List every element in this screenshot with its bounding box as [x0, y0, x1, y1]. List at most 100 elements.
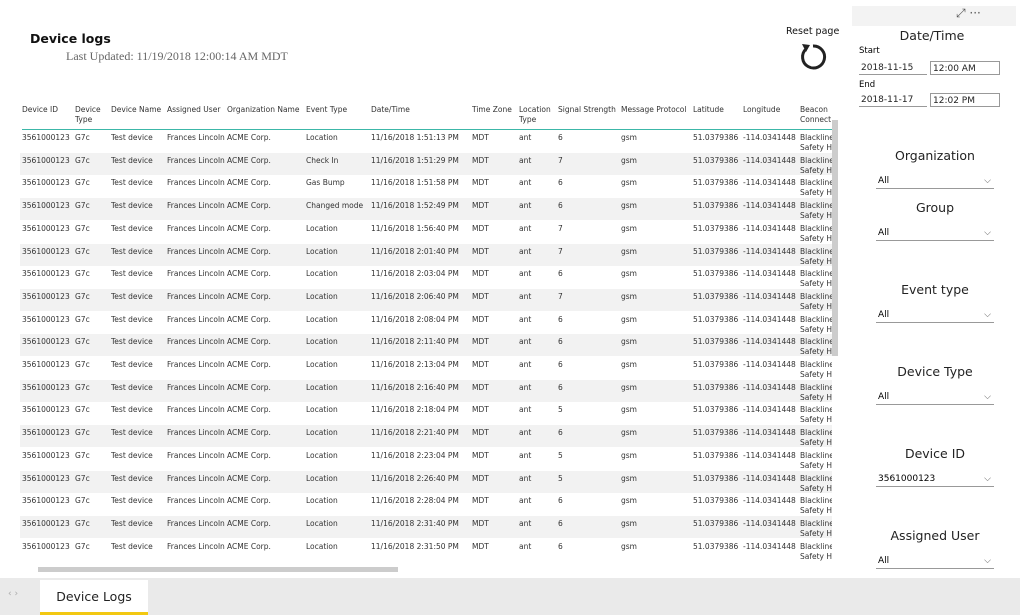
cell: -114.0341448	[743, 337, 796, 347]
cell: 6	[558, 496, 563, 506]
cell: 11/16/2018 2:01:40 PM	[371, 246, 459, 256]
cell: 6	[558, 337, 563, 347]
cell: Blackline Safety H	[800, 405, 832, 425]
slicer-dropdown[interactable]: 3561000123 ⌵	[876, 471, 994, 487]
cell: gsm	[621, 178, 637, 188]
cell: ACME Corp.	[227, 246, 271, 256]
cell: 11/16/2018 2:31:40 PM	[371, 518, 459, 528]
chevron[interactable]: ⌵	[984, 176, 991, 186]
cell: ant	[519, 314, 532, 324]
cell: Location	[306, 337, 338, 347]
cell: G7c	[75, 405, 90, 415]
tab-nav[interactable]: ‹ ›	[8, 589, 19, 599]
chevron[interactable]: ⌵	[984, 228, 991, 238]
cell: Blackline Safety H	[800, 360, 832, 379]
cell: ant	[519, 155, 532, 165]
cell: -114.0341448	[743, 269, 796, 279]
slicer-dropdown[interactable]: All ⌵	[876, 553, 994, 569]
chevron[interactable]: ⌵	[984, 310, 991, 320]
cell: Location	[306, 246, 338, 256]
cell: Test device	[111, 178, 153, 188]
cell: G7c	[75, 291, 90, 301]
cell: G7c	[75, 133, 90, 142]
slicer-dropdown[interactable]: All ⌵	[876, 225, 994, 241]
cell: gsm	[621, 314, 637, 324]
cell: 11/16/2018 2:08:04 PM	[371, 314, 459, 324]
chevron[interactable]: ⌵	[984, 474, 991, 484]
column-header: Device Name	[111, 105, 162, 114]
cell: Test device	[111, 291, 153, 301]
column-header: Location Type	[519, 105, 551, 124]
cell: ACME Corp.	[227, 541, 271, 551]
cell: G7c	[75, 178, 90, 188]
reset-label[interactable]: Reset page	[786, 26, 840, 37]
cell: ACME Corp.	[227, 314, 271, 324]
cell: Location	[306, 450, 338, 460]
v-scrollbar[interactable]	[832, 120, 838, 356]
tab[interactable]: Device Logs	[40, 580, 148, 615]
cell: gsm	[621, 269, 637, 279]
cell: ant	[519, 428, 532, 438]
cell: 5	[558, 473, 563, 483]
slicer-dropdown[interactable]: All ⌵	[876, 307, 994, 323]
column-header: Longitude	[743, 105, 781, 114]
cell: G7c	[75, 223, 90, 233]
cell: Check In	[306, 155, 339, 165]
cell: Test device	[111, 360, 153, 369]
cell: gsm	[621, 155, 637, 165]
cell: Test device	[111, 246, 153, 256]
cell: Frances Lincoln	[167, 496, 225, 506]
cell: -114.0341448	[743, 291, 796, 301]
cell: G7c	[75, 337, 90, 347]
cell: Test device	[111, 496, 153, 506]
cell: Frances Lincoln	[167, 314, 225, 324]
cell: ant	[519, 269, 532, 279]
cell: ACME Corp.	[227, 201, 271, 211]
cell: G7c	[75, 314, 90, 324]
cell: gsm	[621, 518, 637, 528]
cell: -114.0341448	[743, 246, 796, 256]
cell: 6	[558, 541, 563, 551]
reset-icon[interactable]	[797, 41, 829, 71]
table: Device ID Device Type Device Name Assigned …	[20, 105, 832, 561]
cell: ACME Corp.	[227, 223, 271, 233]
cell: Blackline Safety H	[800, 155, 832, 175]
cell: 3561000123	[22, 518, 70, 528]
cell: 51.0379386	[693, 450, 739, 460]
slicer-dropdown[interactable]: All ⌵	[876, 389, 994, 405]
cell: Frances Lincoln	[167, 360, 225, 369]
cell: Blackline Safety H	[800, 450, 832, 470]
cell: 11/16/2018 2:11:40 PM	[371, 337, 459, 347]
cell: Test device	[111, 314, 153, 324]
cell: 51.0379386	[693, 496, 739, 506]
cell: G7c	[75, 246, 90, 256]
end-time[interactable]: 12:02 PM	[930, 93, 1000, 107]
h-scrollbar[interactable]	[38, 567, 398, 572]
chevron[interactable]: ⌵	[984, 556, 991, 566]
end-date[interactable]: 2018-11-17	[859, 93, 927, 107]
cell: -114.0341448	[743, 178, 796, 188]
slicer-dropdown[interactable]: All ⌵	[876, 173, 994, 189]
chevron[interactable]: ⌵	[984, 392, 991, 402]
cell: 11/16/2018 1:52:49 PM	[371, 201, 459, 211]
start-time[interactable]: 12:00 AM	[930, 61, 1000, 75]
cell: ACME Corp.	[227, 382, 271, 392]
cell: 11/16/2018 2:26:40 PM	[371, 473, 459, 483]
cell: gsm	[621, 496, 637, 506]
focus-more-icons[interactable]: ⤢ ···	[956, 6, 981, 20]
cell: ACME Corp.	[227, 518, 271, 528]
cell: Blackline Safety H	[800, 178, 832, 198]
cell: Frances Lincoln	[167, 223, 225, 233]
cell: 6	[558, 133, 563, 142]
cell: 11/16/2018 2:06:40 PM	[371, 291, 459, 301]
cell: Frances Lincoln	[167, 428, 225, 438]
cell: 7	[558, 155, 563, 165]
cell: 3561000123	[22, 201, 70, 211]
cell: ACME Corp.	[227, 360, 271, 369]
start-date[interactable]: 2018-11-15	[859, 61, 927, 75]
cell: 51.0379386	[693, 518, 739, 528]
cell: 3561000123	[22, 314, 70, 324]
cell: Blackline Safety H	[800, 314, 832, 334]
cell: Frances Lincoln	[167, 291, 225, 301]
